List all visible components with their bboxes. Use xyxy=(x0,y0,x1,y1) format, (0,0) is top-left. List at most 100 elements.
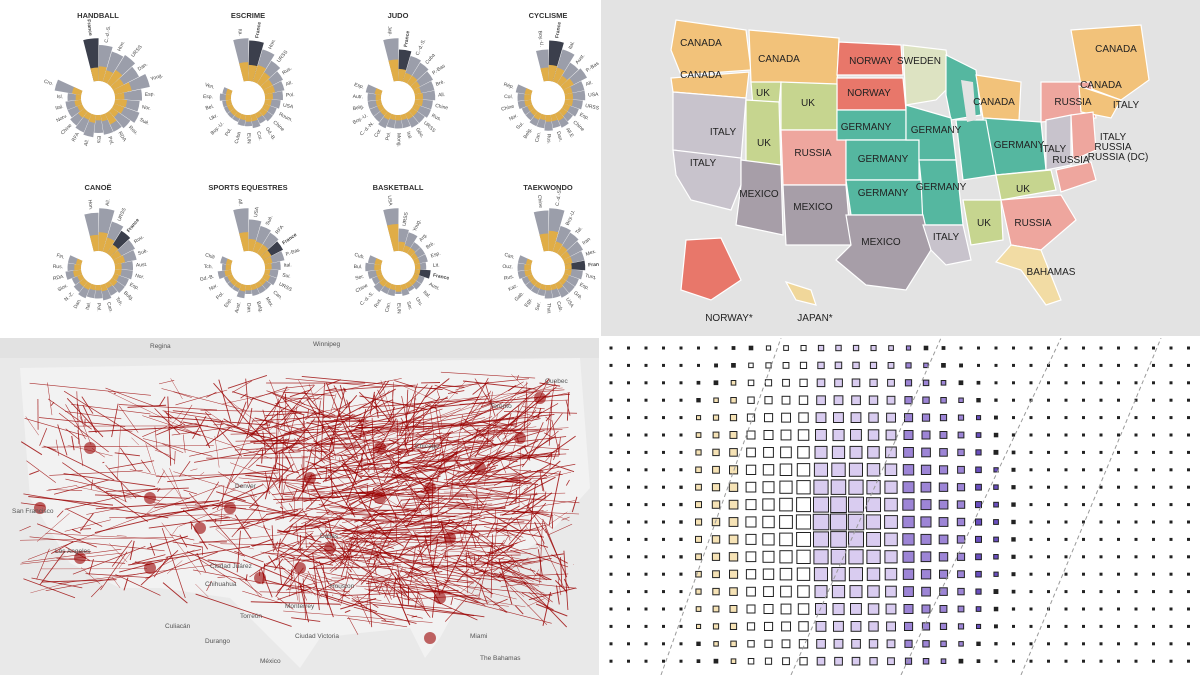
matrix-square xyxy=(644,555,648,559)
matrix-square xyxy=(795,514,811,530)
road-segment xyxy=(313,491,374,495)
road-segment xyxy=(64,487,159,510)
matrix-square xyxy=(731,363,736,368)
matrix-square xyxy=(730,640,737,648)
road-segment xyxy=(510,554,520,573)
radial-label: Chine xyxy=(60,123,74,137)
road-segment xyxy=(261,582,351,593)
matrix-square xyxy=(781,395,791,405)
road-segment xyxy=(454,598,552,624)
radial-bar-gold xyxy=(102,70,114,84)
road-segment xyxy=(274,454,279,472)
road-segment xyxy=(360,456,395,468)
map-label: RUSSIA xyxy=(794,148,832,159)
state-canada xyxy=(1078,85,1122,119)
road-segment xyxy=(494,560,535,590)
map-label: GERMANY xyxy=(911,125,962,136)
radial-bar-gold xyxy=(260,79,273,91)
road-segment xyxy=(522,406,545,410)
radial-label: Rou. xyxy=(133,234,145,245)
road-segment xyxy=(251,540,300,558)
matrix-square xyxy=(799,378,808,388)
road-segment xyxy=(436,413,511,463)
road-segment xyxy=(23,578,76,599)
road-segment xyxy=(493,421,517,428)
road-segment xyxy=(325,530,395,549)
matrix-square xyxy=(993,432,999,438)
road-segment xyxy=(169,534,195,541)
radial-label: EUN xyxy=(395,303,401,314)
matrix-square xyxy=(866,549,881,564)
matrix-square xyxy=(939,622,948,630)
radial-label: Cor. xyxy=(373,128,383,139)
road-segment xyxy=(301,375,443,391)
road-segment xyxy=(159,396,166,406)
road-segment xyxy=(314,438,334,447)
road-segment xyxy=(557,578,562,596)
road-segment xyxy=(317,576,348,592)
matrix-square xyxy=(940,397,947,404)
matrix-square xyxy=(1117,520,1120,524)
map-label: CANADA xyxy=(1095,44,1137,55)
metro-cluster xyxy=(144,492,156,504)
matrix-square xyxy=(662,346,665,350)
road-segment xyxy=(514,463,552,486)
matrix-square xyxy=(1082,363,1085,367)
road-segment xyxy=(455,461,475,474)
matrix-square xyxy=(627,363,630,367)
matrix-square xyxy=(1169,346,1173,350)
road-segment xyxy=(116,535,127,537)
matrix-square xyxy=(848,496,864,513)
matrix-square xyxy=(662,537,665,541)
state-italy xyxy=(672,91,747,161)
matrix-square xyxy=(1011,607,1016,611)
road-segment xyxy=(385,582,406,597)
matrix-square xyxy=(711,500,721,509)
matrix-square xyxy=(1134,624,1138,628)
matrix-square xyxy=(764,379,773,387)
road-segment xyxy=(344,435,362,451)
matrix-square xyxy=(609,468,613,472)
matrix-square xyxy=(1082,537,1085,541)
matrix-square xyxy=(1169,590,1173,594)
road-segment xyxy=(157,470,165,484)
matrix-square xyxy=(1082,590,1085,594)
road-segment xyxy=(105,464,119,481)
matrix-square xyxy=(1029,624,1033,628)
matrix-square xyxy=(1029,503,1033,507)
radial-label: Fin. xyxy=(56,253,66,261)
road-segment xyxy=(36,523,97,548)
radial-label: Pol. xyxy=(95,303,101,312)
matrix-square xyxy=(941,346,946,350)
radial-bar-gold xyxy=(107,69,123,87)
road-segment xyxy=(250,601,341,605)
road-segment xyxy=(432,578,486,606)
matrix-square xyxy=(884,497,898,512)
matrix-square xyxy=(711,535,721,544)
radial-bar-gold xyxy=(552,241,563,254)
matrix-square xyxy=(712,570,720,579)
matrix-square xyxy=(939,465,949,475)
road-segment xyxy=(487,381,524,403)
matrix-square xyxy=(679,381,683,385)
road-segment xyxy=(262,483,291,515)
matrix-square xyxy=(644,503,648,507)
road-segment xyxy=(324,437,348,440)
road-segment xyxy=(565,479,570,486)
road-segment xyxy=(227,424,266,439)
road-segment xyxy=(463,526,470,558)
matrix-square xyxy=(679,624,683,628)
radial-label: Ven. xyxy=(204,82,215,91)
matrix-square xyxy=(731,346,736,350)
metro-cluster xyxy=(324,542,336,554)
matrix-square xyxy=(782,378,790,387)
matrix-square xyxy=(1064,468,1068,472)
matrix-square xyxy=(644,572,648,576)
matrix-square xyxy=(662,572,665,576)
road-segment xyxy=(443,387,563,402)
road-segment xyxy=(480,402,491,408)
road-segment xyxy=(261,448,264,464)
road-segment xyxy=(118,547,135,569)
matrix-square xyxy=(1152,555,1155,559)
matrix-square xyxy=(644,520,648,524)
